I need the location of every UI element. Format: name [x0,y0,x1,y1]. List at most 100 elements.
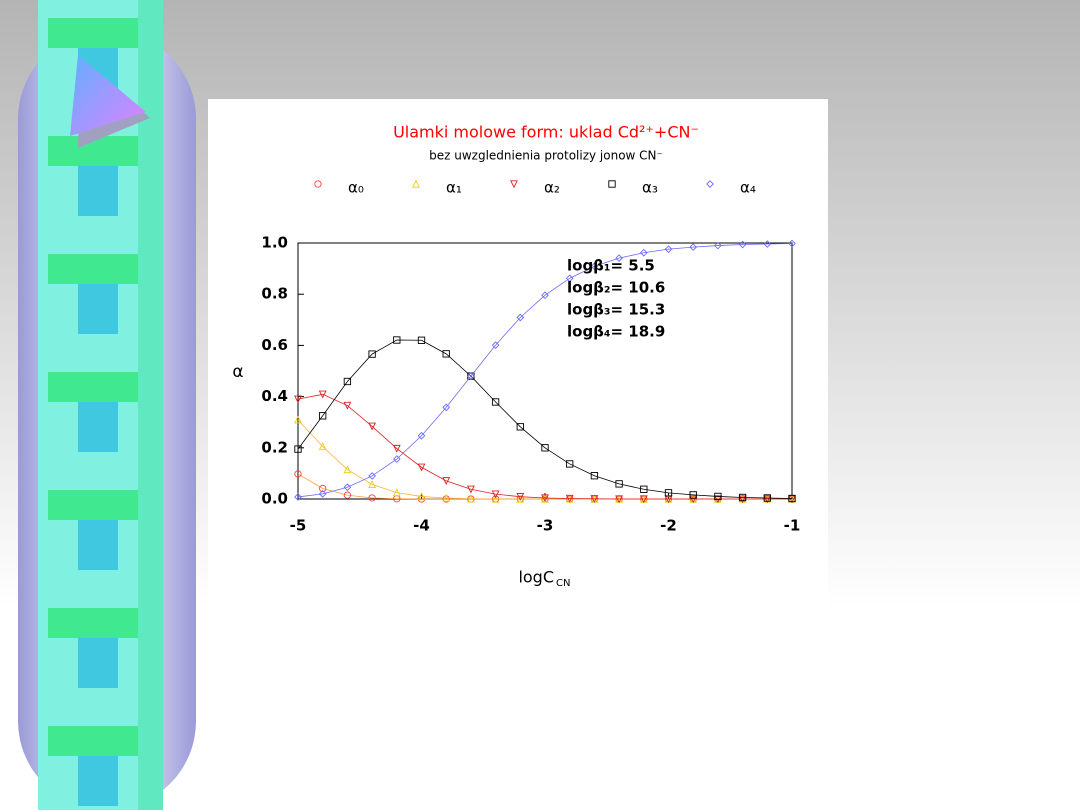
data-point [368,422,377,431]
legend-marker [412,179,420,188]
data-point [368,494,376,502]
data-point [392,488,401,497]
data-point [763,240,772,248]
data-point [664,245,673,253]
x-tick-label: -3 [537,517,554,535]
data-point [590,495,599,503]
data-point [689,491,697,499]
data-point [319,484,327,493]
data-point [738,495,747,504]
series-line [297,339,793,499]
x-tick-label: -2 [660,517,677,535]
y-tick-label: 1.0 [261,234,288,252]
y-axis-label: α [232,362,243,382]
data-point [318,390,327,399]
data-point [442,495,450,503]
chart-title: Ulamki molowe form: uklad Cd²⁺+CN⁻ [393,123,699,142]
data-point [442,493,451,502]
data-point [442,403,451,412]
data-point [442,350,450,358]
data-point [738,240,747,249]
data-point [417,336,426,344]
annotation: logβ₄= 18.9 [567,323,665,341]
legend-marker [510,180,518,189]
data-point [491,398,500,406]
data-point [343,465,352,474]
data-point [788,494,796,503]
data-point [491,341,500,349]
legend-marker [314,180,322,188]
data-point [590,262,599,271]
data-point [343,483,352,492]
y-tick-label: 0.0 [261,490,288,508]
data-point [442,477,451,486]
data-point [368,472,376,480]
data-point [714,241,722,250]
x-tick-label: -1 [784,517,801,535]
data-point [615,254,623,262]
legend-label: α₂ [544,179,560,197]
data-point [417,463,426,472]
data-point [516,423,524,431]
data-point [343,401,352,410]
data-point [467,372,475,380]
data-point [714,492,722,501]
data-point [640,485,648,493]
data-point [368,480,377,489]
data-point [393,336,401,344]
data-point [639,248,648,257]
legend-label: α₃ [642,179,658,197]
data-point [294,415,302,424]
annotation: logβ₂= 10.6 [567,279,665,297]
data-point [689,243,698,251]
data-point [664,489,673,497]
legend-label: α₁ [446,179,462,197]
data-point [615,495,624,504]
x-tick-label: -4 [413,517,430,535]
data-point [565,274,574,283]
data-point [417,431,426,440]
y-tick-label: 0.4 [261,387,288,405]
legend-label: α₀ [348,179,364,197]
data-point [343,491,352,499]
data-point [788,495,796,504]
data-point [788,239,796,248]
data-point [319,412,327,420]
data-point [713,495,722,504]
data-point [516,494,525,503]
data-point [491,494,500,503]
data-point [615,480,623,488]
data-point [516,493,525,501]
data-point [343,377,352,386]
data-point [516,313,525,322]
data-point [590,472,599,480]
x-axis-label-sub: CN [556,578,570,589]
decor-triangle [70,55,146,136]
data-point [368,350,376,358]
legend-marker [608,180,616,188]
data-point [318,490,327,498]
legend-marker [706,180,714,188]
x-tick-label: -5 [290,517,307,535]
annotation: logβ₁= 5.5 [567,257,655,275]
chart-subtitle: bez uwzglednienia protolizy jonow CN⁻ [429,149,663,163]
data-point [491,490,500,499]
annotation: logβ₃= 15.3 [567,301,665,319]
data-point [763,495,772,504]
y-tick-label: 0.2 [261,438,288,456]
data-point [565,494,574,503]
data-point [294,493,302,501]
series-line [297,393,792,500]
data-point [566,460,574,468]
chart-panel [208,99,828,611]
data-point [639,495,648,504]
y-tick-label: 0.8 [261,285,288,303]
y-tick-label: 0.6 [261,336,288,354]
data-point [763,494,771,502]
legend-label: α₄ [740,179,756,197]
data-point [294,445,302,453]
data-point [689,495,698,504]
data-point [294,395,302,404]
